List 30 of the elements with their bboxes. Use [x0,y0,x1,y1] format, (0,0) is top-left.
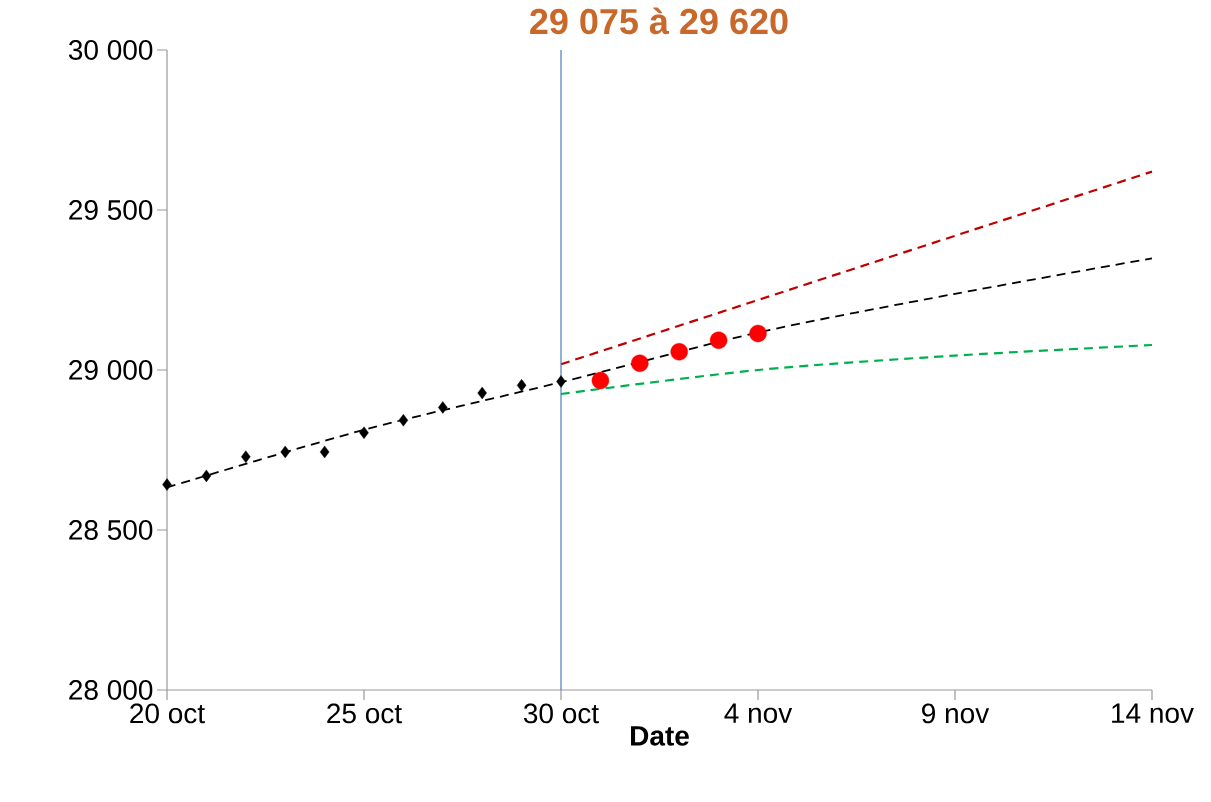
point [438,401,448,414]
x-axis-title: Date [631,726,689,746]
point [477,386,487,400]
line-series [559,343,1154,396]
point [556,375,566,388]
chart-title: 29 075 à 29 620 [530,7,788,35]
x-tick-label: 4 nov [724,703,793,724]
point [280,445,290,459]
point [591,371,610,390]
point [359,426,369,439]
point [201,469,212,483]
x-tick-label: 9 nov [922,703,990,724]
y-tick-label: 29 500 [69,200,153,220]
x-tick-label: 30 oct [523,703,599,724]
point [631,354,649,372]
x-tick-label: 20 oct [130,703,205,724]
point [749,324,767,343]
y-tick-label: 28 000 [69,680,153,700]
point [319,445,330,459]
point [241,450,251,463]
x-tick-label: 14 nov [1112,703,1194,724]
y-tick-label: 28 500 [69,520,153,540]
point [162,478,172,491]
point [670,343,688,361]
point [709,331,728,349]
y-tick-label: 29 000 [69,360,153,380]
point [516,379,527,392]
y-tick-label: 30 000 [68,40,153,60]
point [398,414,409,427]
x-tick-label: 25 oct [327,703,402,724]
